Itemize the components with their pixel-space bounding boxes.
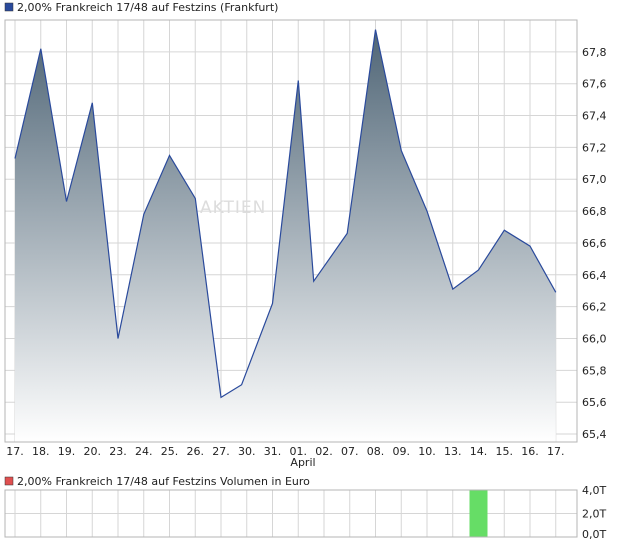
price-x-tick-label: 17.	[547, 445, 565, 458]
price-x-tick-label: 08.	[367, 445, 385, 458]
price-x-tick-label: 17.	[6, 445, 24, 458]
price-x-tick-label: 18.	[32, 445, 50, 458]
volume-bar	[469, 490, 488, 537]
price-y-tick-label: 67,6	[582, 78, 607, 91]
price-y-tick-label: 67,4	[582, 110, 607, 123]
price-y-tick-label: 65,6	[582, 396, 607, 409]
price-y-tick-label: 65,4	[582, 428, 607, 441]
price-x-tick-label: 13.	[444, 445, 462, 458]
price-y-tick-label: 66,0	[582, 332, 607, 345]
price-x-tick-label: 27.	[212, 445, 230, 458]
price-y-tick-label: 67,2	[582, 141, 607, 154]
price-x-tick-label: 25.	[161, 445, 179, 458]
price-x-tick-label: 23.	[109, 445, 127, 458]
price-x-tick-label: 24.	[135, 445, 153, 458]
price-y-tick-label: 67,0	[582, 173, 607, 186]
price-y-tick-label: 66,2	[582, 301, 607, 314]
price-legend-swatch	[4, 2, 14, 12]
price-x-tick-label: 16.	[521, 445, 539, 458]
volume-y-axis: 0,0T 2,0T 4,0T	[582, 484, 606, 541]
price-y-tick-label: 66,6	[582, 237, 607, 250]
price-x-tick-label: 26.	[187, 445, 205, 458]
price-x-tick-label: 31.	[264, 445, 282, 458]
volume-y-tick-label: 2,0T	[582, 508, 606, 521]
watermark: AKTIEN	[200, 198, 266, 218]
price-area-fill	[15, 29, 556, 442]
volume-legend-label: 2,00% Frankreich 17/48 auf Festzins Volu…	[17, 475, 310, 488]
volume-series	[469, 490, 488, 537]
price-x-tick-label: 02.	[315, 445, 333, 458]
price-y-tick-label: 66,8	[582, 205, 607, 218]
price-plot-border	[4, 19, 578, 443]
price-y-axis: 65,4 65,6 65,8 66,0 66,2 66,4 66,6 66,8 67,0 67,2…	[582, 46, 607, 441]
price-x-tick-label: 19.	[58, 445, 76, 458]
price-x-tick-label: 30.	[238, 445, 256, 458]
price-x-axis: 17. 18. 19. 20. 23. 24. 25. 26. 27. 30. 31. 01. 02. 0…	[6, 445, 564, 458]
price-y-tick-label: 65,8	[582, 364, 607, 377]
price-x-tick-label: 09.	[393, 445, 411, 458]
volume-plot-border	[4, 489, 578, 538]
price-line	[14, 29, 557, 399]
price-legend-label: 2,00% Frankreich 17/48 auf Festzins (Fra…	[17, 1, 278, 14]
price-x-tick-label: 01.	[290, 445, 308, 458]
month-label: April	[290, 456, 315, 469]
price-x-tick-label: 15.	[496, 445, 514, 458]
price-x-tick-label: 14.	[470, 445, 488, 458]
price-series	[14, 29, 557, 442]
volume-gridlines	[5, 489, 577, 538]
price-y-tick-label: 67,8	[582, 46, 607, 59]
price-x-tick-label: 20.	[84, 445, 102, 458]
volume-y-tick-label: 0,0T	[582, 528, 606, 541]
price-x-tick-label: 10.	[418, 445, 436, 458]
price-x-tick-label: 07.	[341, 445, 359, 458]
price-y-tick-label: 66,4	[582, 269, 607, 282]
volume-y-tick-label: 4,0T	[582, 484, 606, 497]
volume-legend-swatch	[4, 476, 14, 486]
